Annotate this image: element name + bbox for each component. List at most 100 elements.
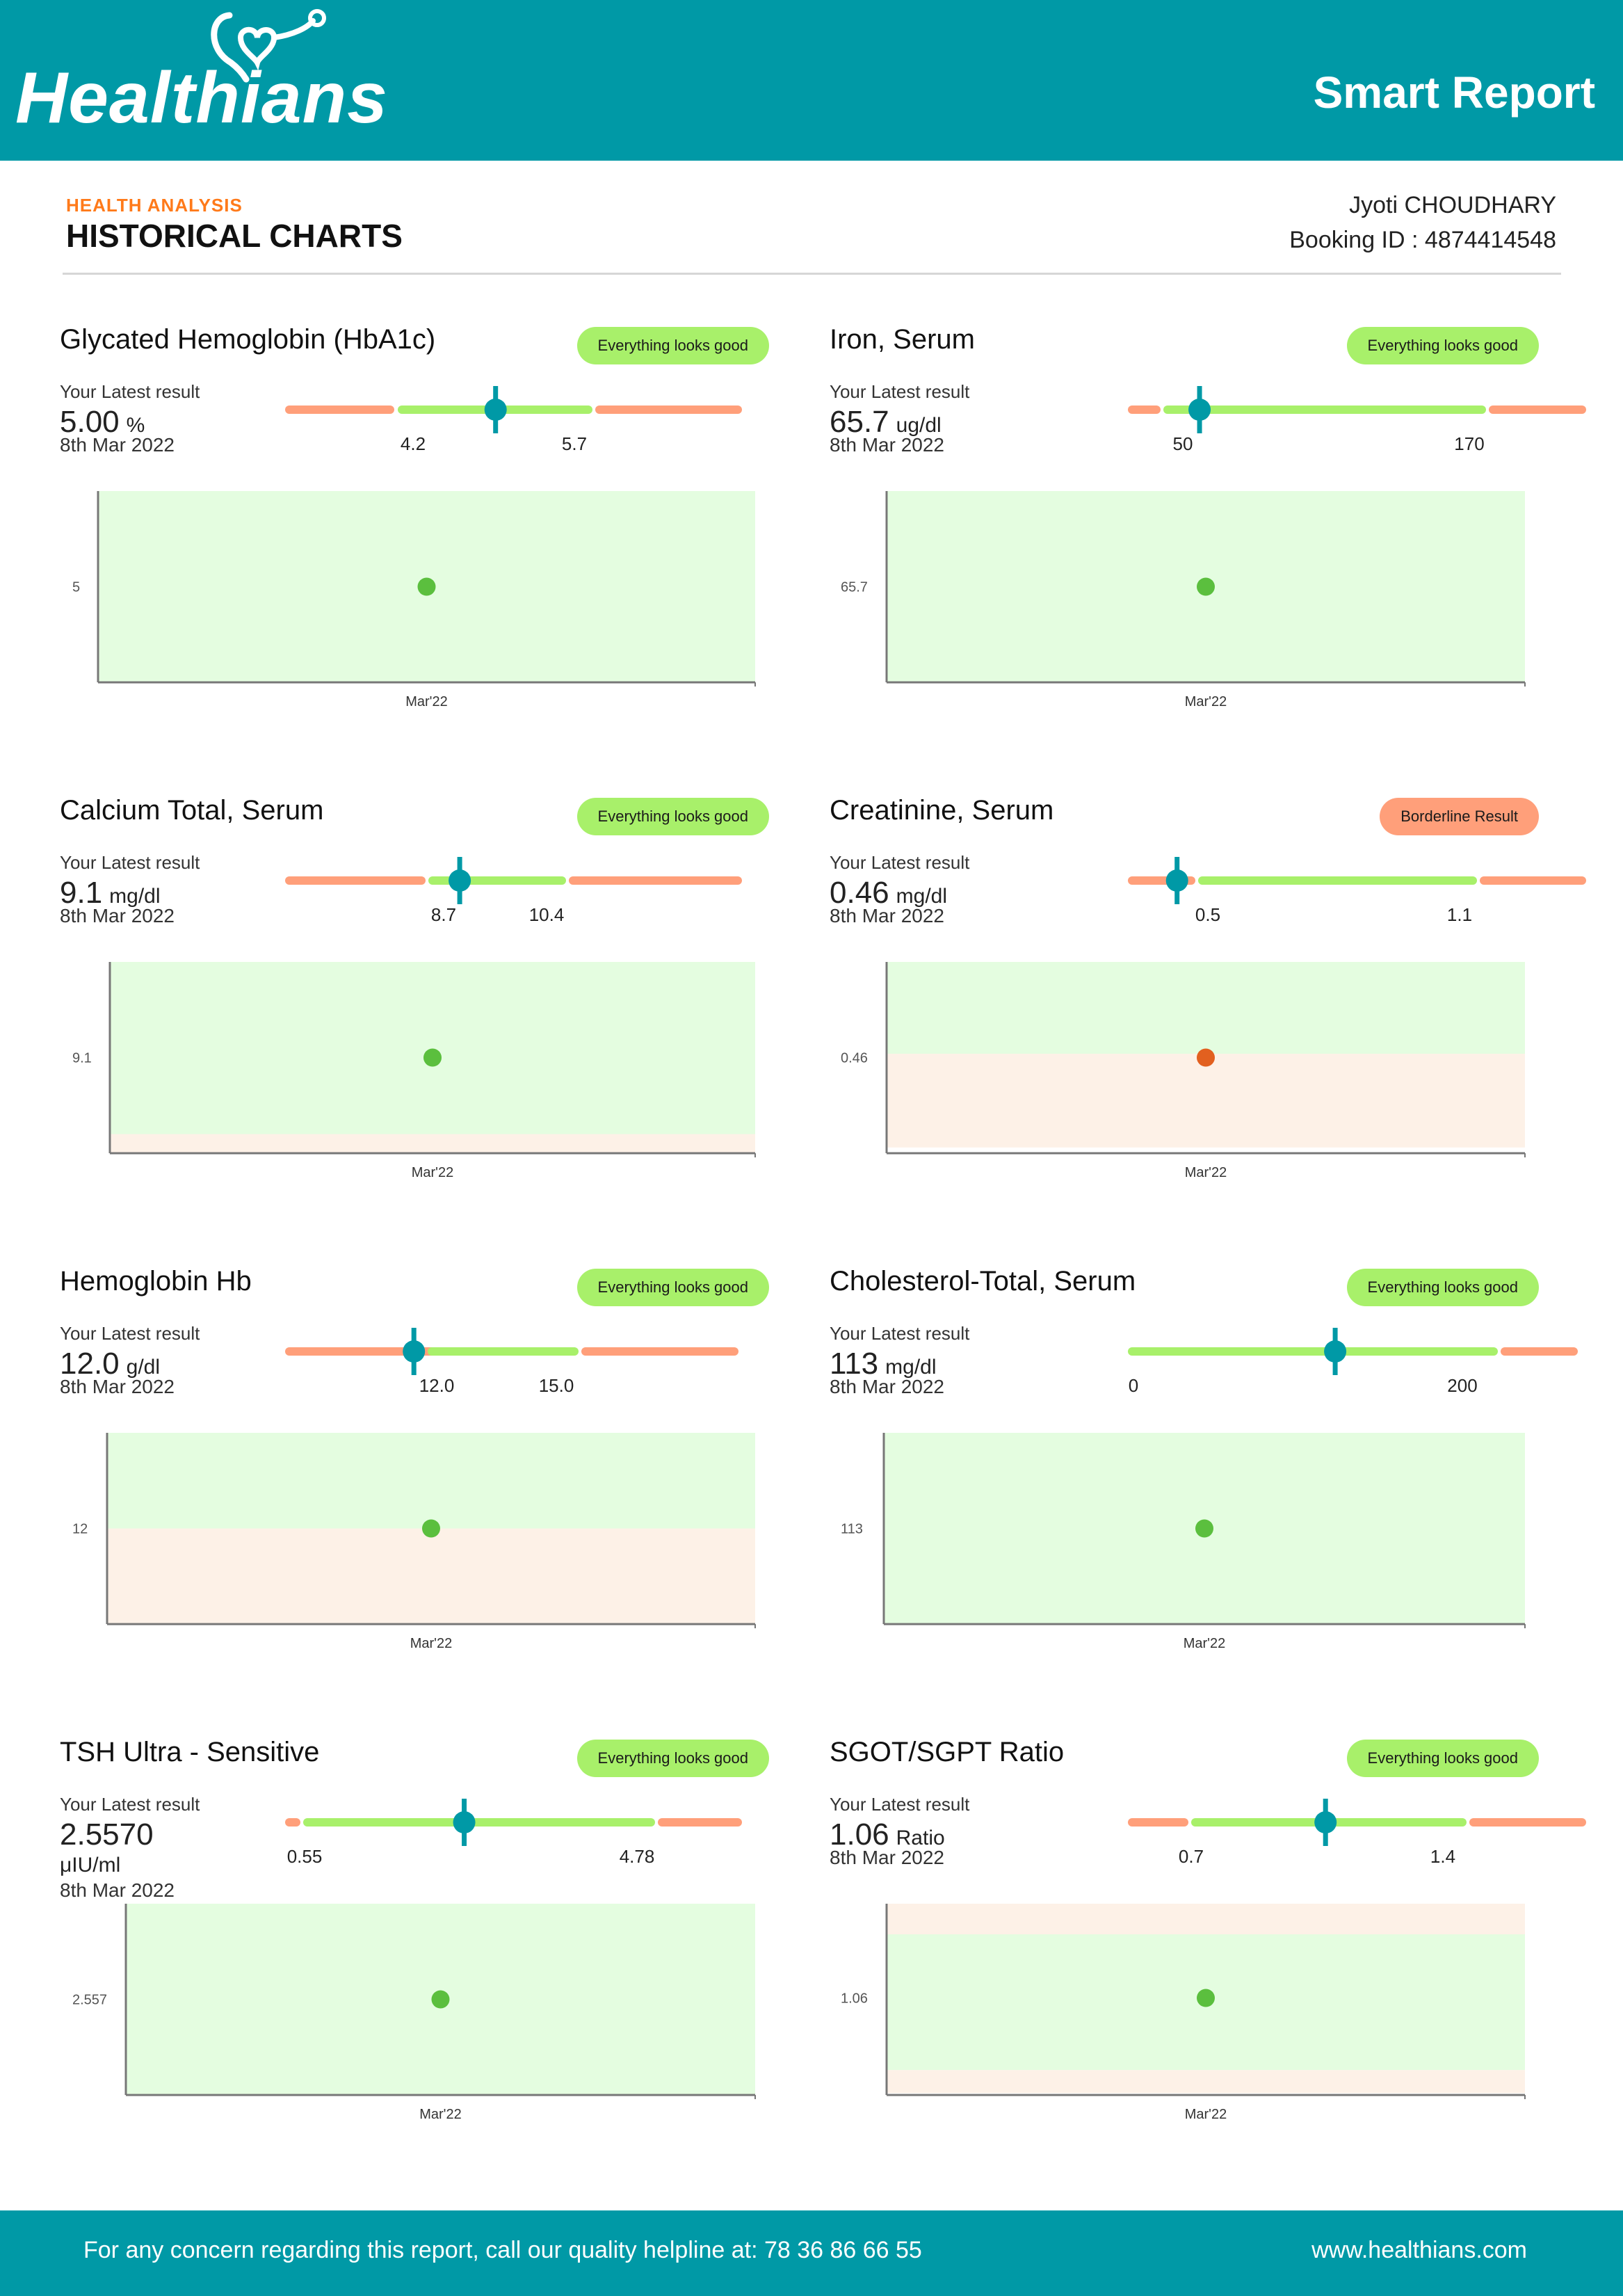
test-card: Iron, Serum Everything looks good Your Lat… <box>830 324 1586 741</box>
test-card: TSH Ultra - Sensitive Everything looks go… <box>60 1737 769 2154</box>
data-point[interactable] <box>1197 577 1215 596</box>
report-title: Smart Report <box>1313 67 1595 118</box>
status-badge: Everything looks good <box>1346 1269 1539 1306</box>
result-marker <box>1165 869 1188 892</box>
result-marker <box>453 1811 476 1833</box>
patient-name: Jyoti CHOUDHARY <box>1349 192 1556 218</box>
result-date: 8th Mar 2022 <box>60 1376 175 1397</box>
data-point[interactable] <box>417 577 436 596</box>
data-point[interactable] <box>1197 1989 1215 2007</box>
website-link[interactable]: www.healthians.com <box>1311 2237 1527 2263</box>
abnormal-zone <box>887 1054 1525 1148</box>
latest-result-value: 5.00% <box>60 405 145 440</box>
range-high-label: 200 <box>1447 1375 1477 1396</box>
test-title: SGOT/SGPT Ratio <box>830 1737 1065 1767</box>
report-header: Healthians Smart Report <box>0 0 1623 161</box>
x-tick-label: Mar'22 <box>410 1636 453 1651</box>
result-marker <box>1314 1811 1337 1833</box>
stethoscope-heart-icon <box>211 9 326 83</box>
data-point[interactable] <box>423 1048 442 1067</box>
latest-result-value: 1.06 Ratio <box>830 1817 945 1852</box>
test-title: Glycated Hemoglobin (HbA1c) <box>60 324 436 355</box>
latest-result-label: Your Latest result <box>60 1794 200 1815</box>
data-point[interactable] <box>1197 1048 1215 1067</box>
x-tick-label: Mar'22 <box>405 694 448 709</box>
x-tick-label: Mar'22 <box>1185 2107 1227 2122</box>
test-chart-svg: 0 200 113 Mar'22 <box>841 1328 1578 1651</box>
result-date: 8th Mar 2022 <box>830 1376 944 1397</box>
result-number: 113 <box>830 1347 879 1381</box>
section-label: HEALTH ANALYSIS <box>66 195 243 216</box>
y-tick-label: 0.46 <box>841 1051 868 1066</box>
y-tick-label: 1.06 <box>841 1991 868 2007</box>
result-unit: ug/dl <box>896 414 942 437</box>
section-title: HISTORICAL CHARTS <box>66 218 403 254</box>
booking-id-value: 4874414548 <box>1424 227 1556 253</box>
header-divider <box>63 273 1561 275</box>
result-marker <box>449 869 471 892</box>
latest-result-value: 2.5570 μIU/ml <box>60 1817 154 1877</box>
test-card: Hemoglobin Hb Everything looks good Your L… <box>60 1266 769 1683</box>
result-unit: % <box>126 414 145 437</box>
range-high-label: 170 <box>1454 433 1484 454</box>
x-tick-label: Mar'22 <box>1184 1636 1226 1651</box>
result-number: 5.00 <box>60 405 120 439</box>
range-high-label: 15.0 <box>539 1375 574 1396</box>
result-marker <box>1324 1340 1347 1363</box>
abnormal-zone <box>107 1528 755 1624</box>
healthians-logo: Healthians <box>15 7 387 146</box>
test-title: TSH Ultra - Sensitive <box>60 1737 320 1767</box>
range-low-label: 8.7 <box>431 904 456 925</box>
result-date: 8th Mar 2022 <box>60 1879 175 1901</box>
latest-result-value: 65.7 ug/dl <box>830 405 942 440</box>
test-chart-svg: 12.0 15.0 12 Mar'22 <box>72 1328 756 1651</box>
test-title: Iron, Serum <box>830 324 975 355</box>
latest-result-label: Your Latest result <box>60 381 200 402</box>
range-low-label: 4.2 <box>401 433 426 454</box>
status-badge: Everything looks good <box>576 1269 769 1306</box>
result-marker <box>1188 399 1211 421</box>
abnormal-zone <box>887 2070 1525 2094</box>
range-low-label: 12.0 <box>419 1375 455 1396</box>
latest-result-value: 0.46 mg/dl <box>830 876 947 910</box>
y-tick-label: 12 <box>72 1522 88 1537</box>
test-chart-svg: 0.7 1.4 1.06 Mar'22 <box>841 1799 1586 2122</box>
latest-result-value: 12.0 g/dl <box>60 1347 160 1381</box>
logo-wordmark: Healthians <box>15 58 388 138</box>
result-number: 2.5570 <box>60 1817 154 1852</box>
latest-result-label: Your Latest result <box>60 1323 200 1344</box>
status-badge: Everything looks good <box>1346 327 1539 364</box>
range-high-label: 1.4 <box>1430 1846 1455 1867</box>
test-card: SGOT/SGPT Ratio Everything looks good Your… <box>830 1737 1586 2154</box>
range-high-label: 10.4 <box>529 904 565 925</box>
x-tick-label: Mar'22 <box>419 2107 462 2122</box>
result-unit: mg/dl <box>885 1356 937 1379</box>
status-badge: Everything looks good <box>576 1740 769 1777</box>
data-point[interactable] <box>431 1990 450 2009</box>
report-footer: For any concern regarding this report, c… <box>0 2210 1623 2296</box>
result-unit: Ratio <box>896 1827 945 1849</box>
result-unit: μIU/ml <box>60 1854 121 1877</box>
status-badge: Borderline Result <box>1380 798 1539 835</box>
range-low-label: 0 <box>1129 1375 1138 1396</box>
data-point[interactable] <box>1195 1519 1213 1538</box>
data-point[interactable] <box>422 1519 440 1538</box>
latest-result-label: Your Latest result <box>830 1323 970 1344</box>
latest-result-label: Your Latest result <box>60 852 200 873</box>
result-unit: g/dl <box>126 1356 161 1379</box>
test-chart-svg: 50 170 65.7 Mar'22 <box>841 386 1586 709</box>
latest-result-label: Your Latest result <box>830 852 970 873</box>
x-tick-label: Mar'22 <box>1185 694 1227 709</box>
booking-id: Booking ID : 4874414548 <box>1289 227 1556 254</box>
latest-result-label: Your Latest result <box>830 381 970 402</box>
y-tick-label: 5 <box>72 580 80 595</box>
x-tick-label: Mar'22 <box>1185 1165 1227 1180</box>
range-low-label: 0.55 <box>287 1846 323 1867</box>
normal-zone <box>887 962 1525 1054</box>
result-date: 8th Mar 2022 <box>830 434 944 456</box>
latest-result-label: Your Latest result <box>830 1794 970 1815</box>
range-high-label: 5.7 <box>562 433 587 454</box>
test-title: Cholesterol-Total, Serum <box>830 1266 1136 1296</box>
normal-zone <box>107 1433 755 1529</box>
test-chart-svg: 0.55 4.78 2.557 Mar'22 <box>72 1799 756 2122</box>
